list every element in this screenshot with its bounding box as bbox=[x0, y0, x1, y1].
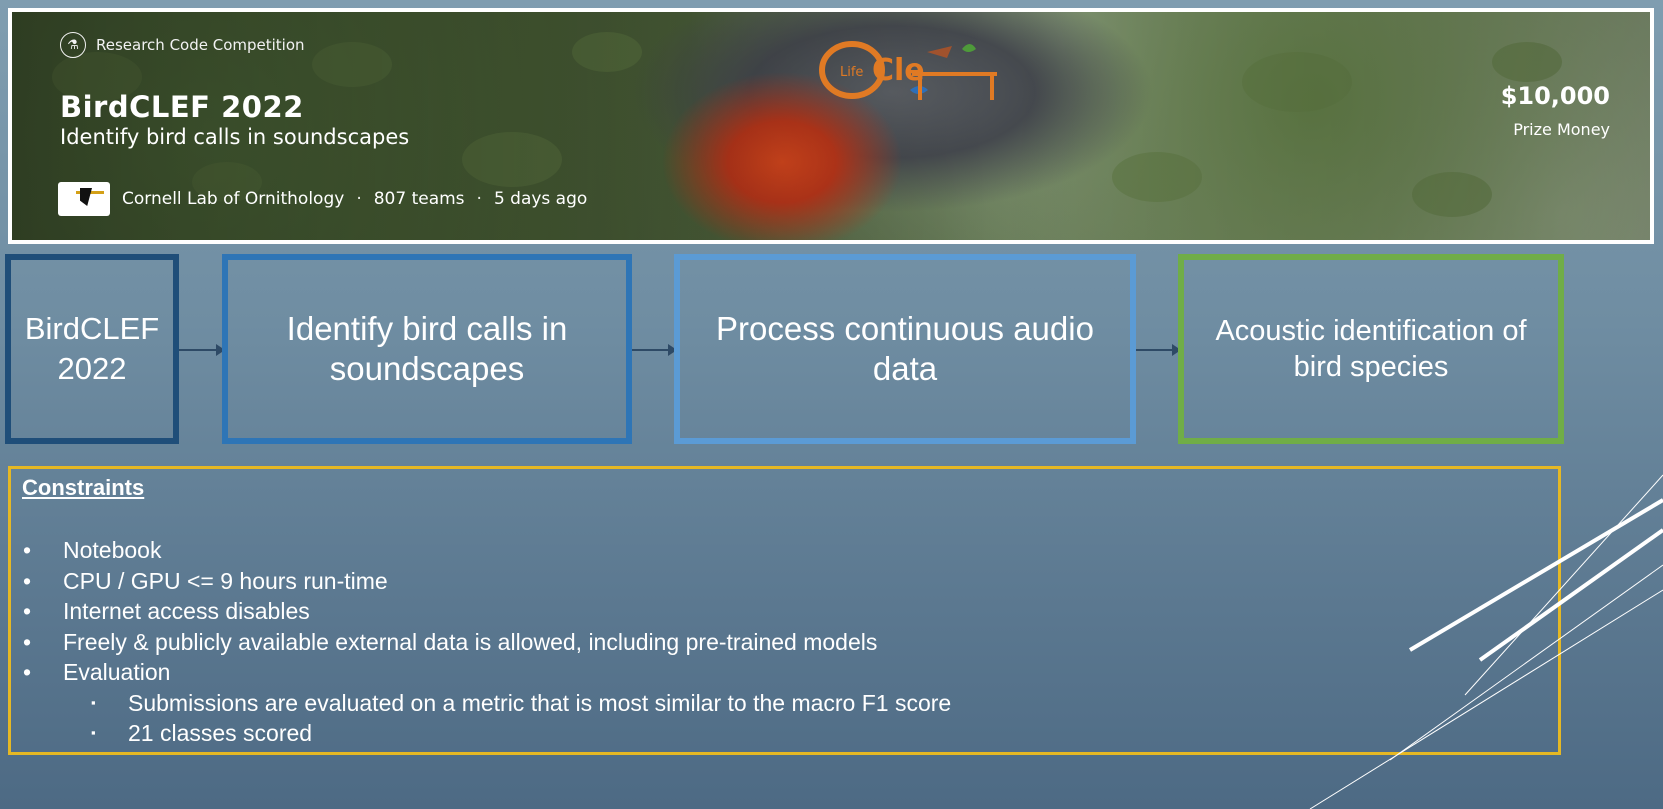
banner-subtitle: Identify bird calls in soundscapes bbox=[60, 125, 410, 149]
flow-arrow bbox=[1136, 344, 1181, 356]
host-row: Cornell Lab of Ornithology · 807 teams ·… bbox=[58, 182, 587, 216]
sub-constraint-text: 21 classes scored bbox=[128, 720, 313, 746]
bullet: • bbox=[23, 567, 32, 594]
flow-step-identify: Identify bird calls in soundscapes bbox=[222, 254, 632, 444]
research-code-badge: ⚗ Research Code Competition bbox=[60, 32, 305, 58]
flow-step-process: Process continuous audio data bbox=[674, 254, 1136, 444]
bullet: • bbox=[23, 659, 32, 685]
constraints-title: Constraints bbox=[22, 475, 145, 500]
constraint-text: Internet access disables bbox=[63, 598, 310, 624]
bullet: • bbox=[23, 598, 32, 624]
sub-bullet: ▪ bbox=[91, 725, 96, 740]
prize-label: Prize Money bbox=[1513, 120, 1610, 139]
sub-constraint-text: Submissions are evaluated on a metric th… bbox=[128, 689, 952, 716]
flow-arrow bbox=[179, 344, 225, 356]
flow-step-acoustic: Acoustic identification of bird species bbox=[1178, 254, 1564, 444]
flow-step-label: Process continuous audio data bbox=[716, 310, 1094, 387]
svg-text:Life: Life bbox=[840, 65, 863, 80]
posted-time: 5 days ago bbox=[493, 189, 588, 209]
flask-icon: ⚗ bbox=[60, 32, 86, 58]
sub-bullet: ▪ bbox=[91, 694, 96, 710]
flow-step-label: Acoustic identification of bird species bbox=[1215, 315, 1527, 383]
constraint-text: CPU / GPU <= 9 hours run-time bbox=[63, 567, 388, 594]
flow-step-birdclef: BirdCLEF 2022 bbox=[5, 254, 179, 444]
prize-amount: $10,000 bbox=[1500, 82, 1610, 110]
flow-step-label: BirdCLEF 2022 bbox=[24, 311, 160, 386]
flow-step-label: Identify bird calls in soundscapes bbox=[286, 310, 568, 387]
constraint-text: Evaluation bbox=[63, 659, 171, 685]
banner-title[interactable]: BirdCLEF 2022 bbox=[60, 90, 304, 124]
svg-text:Cle: Cle bbox=[872, 53, 925, 88]
separator: · bbox=[356, 189, 362, 209]
constraint-text: Freely & publicly available external dat… bbox=[63, 628, 878, 655]
decorative-lines bbox=[1309, 474, 1663, 809]
bullet: • bbox=[23, 628, 32, 655]
flow-arrow bbox=[632, 344, 677, 356]
host-name[interactable]: Cornell Lab of Ornithology bbox=[122, 189, 345, 209]
bullet: • bbox=[23, 537, 32, 563]
constraint-text: Notebook bbox=[63, 537, 162, 563]
lifeclef-logo: Life Cle bbox=[819, 41, 997, 100]
badge-label: Research Code Competition bbox=[96, 36, 305, 54]
cornell-logo-icon[interactable] bbox=[58, 182, 110, 216]
team-count: 807 teams bbox=[373, 189, 465, 209]
competition-banner[interactable]: ⚗ Research Code Competition Life Cle Bir… bbox=[8, 8, 1654, 244]
separator: · bbox=[476, 189, 482, 209]
constraints-panel: Constraints • Notebook • CPU / GPU <= 9 ho… bbox=[8, 466, 1561, 755]
